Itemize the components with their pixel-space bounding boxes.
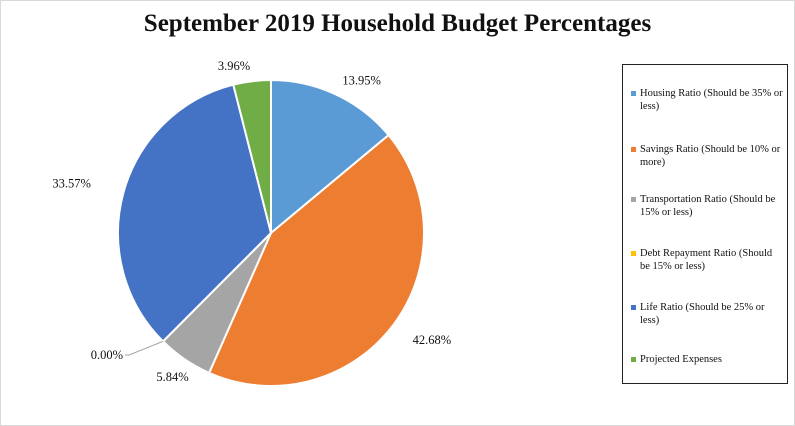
legend-swatch — [631, 251, 636, 256]
legend-label: Transportation Ratio (Should be 15% or l… — [640, 194, 776, 218]
legend-item-projected-expenses: Projected Expenses — [631, 353, 783, 366]
legend-item-transportation-ratio: Transportation Ratio (Should be 15% or l… — [631, 193, 783, 219]
data-label-life-ratio: 33.57% — [52, 177, 91, 191]
slice-housing-ratio — [270, 78, 390, 236]
legend-label: Projected Expenses — [640, 354, 722, 365]
legend-item-debt-repayment-ratio: Debt Repayment Ratio (Should be 15% or l… — [631, 247, 783, 273]
data-label-housing-ratio: 13.95% — [342, 74, 381, 88]
data-label-savings-ratio: 42.68% — [413, 333, 452, 347]
legend-swatch — [631, 91, 636, 96]
legend-label: Debt Repayment Ratio (Should be 15% or l… — [640, 248, 773, 272]
legend-label: Savings Ratio (Should be 10% or more) — [640, 144, 781, 168]
slice-life-ratio — [117, 83, 273, 343]
slice-projected-expenses — [232, 78, 272, 234]
data-label-debt-repayment-ratio: 0.00% — [91, 348, 123, 362]
legend-swatch — [631, 147, 636, 152]
legend-item-life-ratio: Life Ratio (Should be 25% or less) — [631, 301, 783, 327]
legend-item-savings-ratio: Savings Ratio (Should be 10% or more) — [631, 143, 783, 169]
data-label-transportation-ratio: 5.84% — [156, 370, 188, 384]
legend-swatch — [631, 197, 636, 202]
data-label-projected-expenses: 3.96% — [218, 59, 250, 73]
chart-title: September 2019 Household Budget Percenta… — [143, 10, 652, 37]
legend-item-housing-ratio: Housing Ratio (Should be 35% or less) — [631, 87, 783, 113]
legend-swatch — [631, 305, 636, 310]
leader-line-debt-repayment-ratio — [125, 340, 164, 356]
chart-legend: Housing Ratio (Should be 35% or less) Sav… — [622, 64, 788, 384]
legend-label: Life Ratio (Should be 25% or less) — [640, 302, 765, 326]
slice-savings-ratio — [207, 133, 425, 387]
legend-label: Housing Ratio (Should be 35% or less) — [640, 88, 783, 112]
legend-swatch — [631, 357, 636, 362]
